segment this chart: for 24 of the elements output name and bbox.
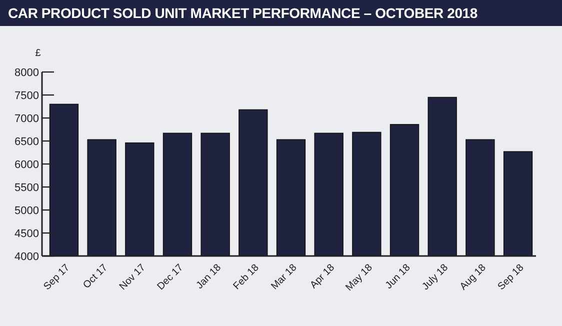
x-tick-label: July 18 [420,262,451,293]
x-tick-label: Aug 18 [458,262,489,293]
x-tick-label: Nov 17 [118,262,148,293]
x-tick-label: Mar 18 [269,262,300,292]
y-axis-title: £ [35,48,42,59]
x-tick-label: Oct 17 [81,262,110,291]
y-tick-label: 4000 [14,250,39,263]
y-tick-label: 7500 [14,90,39,102]
y-tick-label: 4500 [14,228,39,240]
y-tick-label: 8000 [14,66,39,79]
x-tick-label: Jun 18 [384,262,413,292]
y-tick-label: 5000 [14,204,39,217]
x-tick-label: Jan 18 [194,262,224,292]
y-tick-label: 5500 [14,182,39,194]
y-tick-label: 6000 [14,158,39,171]
x-tick-label: Apr 18 [308,262,338,291]
y-tick-label: 6500 [14,136,39,148]
y-tick-label: 7000 [14,112,39,125]
x-tick-label: Sep 18 [496,262,526,293]
x-tick-label: Sep 17 [42,262,72,293]
x-tick-label: May 18 [344,262,376,294]
chart-title: CAR PRODUCT SOLD UNIT MARKET PERFORMANCE – OCTOBER 2018 [8,5,478,21]
x-tick-label: Dec 17 [155,262,186,293]
x-tick-label: Feb 18 [231,262,262,292]
